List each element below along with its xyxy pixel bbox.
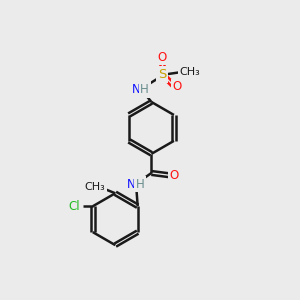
Text: H: H	[140, 83, 149, 96]
Text: O: O	[169, 169, 179, 182]
Text: CH₃: CH₃	[84, 182, 105, 192]
Text: O: O	[158, 51, 167, 64]
Text: N: N	[131, 83, 140, 96]
Text: S: S	[158, 68, 166, 81]
Text: Cl: Cl	[68, 200, 80, 213]
Text: N: N	[127, 178, 135, 191]
Text: CH₃: CH₃	[180, 67, 200, 77]
Text: O: O	[172, 80, 182, 93]
Text: H: H	[136, 178, 144, 191]
